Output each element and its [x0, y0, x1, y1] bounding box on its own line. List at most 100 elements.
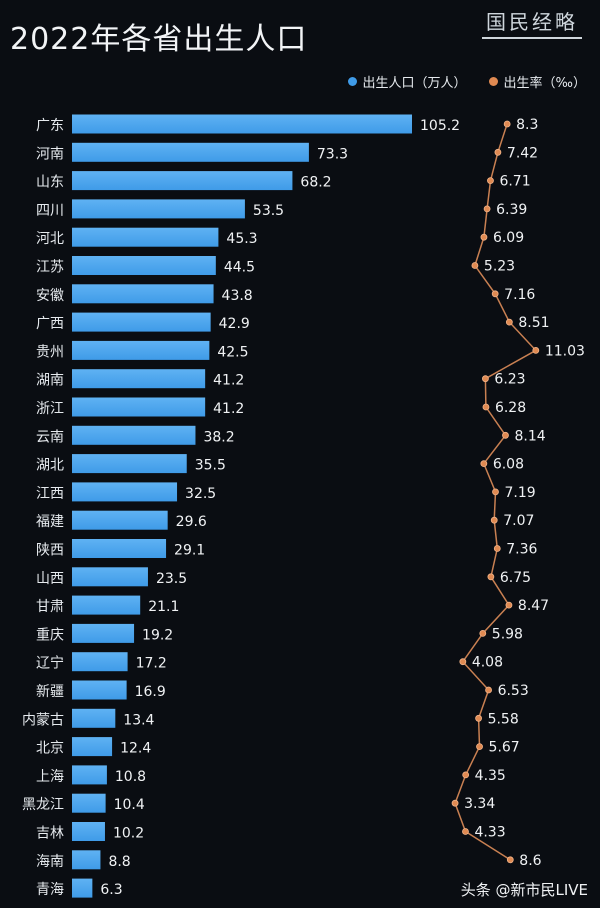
rate-value-label: 7.19	[504, 485, 535, 501]
rate-value-label: 6.71	[499, 174, 530, 190]
rate-value-label: 4.08	[472, 655, 503, 671]
rate-value-label: 8.47	[518, 598, 549, 614]
rate-value-label: 7.07	[503, 513, 534, 529]
bar	[72, 397, 206, 417]
bar	[72, 256, 216, 275]
bar	[72, 680, 127, 700]
rate-value-label: 7.42	[507, 145, 538, 161]
bar	[72, 708, 116, 728]
rate-point	[482, 375, 489, 383]
category-label: 海南	[36, 854, 64, 870]
category-label: 河北	[36, 231, 64, 247]
rate-point	[462, 771, 470, 779]
category-label: 重庆	[36, 627, 64, 643]
bar	[72, 482, 178, 502]
rate-point	[471, 262, 479, 269]
rate-point	[475, 714, 482, 722]
rate-point	[505, 601, 513, 609]
bar-value-label: 19.2	[142, 627, 173, 643]
bar	[72, 539, 167, 558]
bar	[72, 227, 219, 247]
rate-value-label: 8.3	[516, 117, 538, 133]
category-label: 吉林	[36, 826, 64, 842]
rate-point	[476, 743, 483, 750]
bar	[72, 850, 101, 870]
rate-value-label: 6.28	[495, 400, 526, 416]
bar-value-label: 38.2	[203, 429, 234, 445]
bar-value-label: 17.2	[136, 656, 167, 672]
rate-value-label: 4.35	[475, 768, 506, 784]
category-label: 江西	[36, 486, 64, 502]
bar-value-label: 10.4	[114, 797, 145, 813]
rate-value-label: 6.08	[493, 457, 524, 473]
legend-dot-births	[347, 77, 357, 86]
category-label: 广西	[36, 316, 64, 332]
rate-value-label: 6.53	[498, 683, 529, 699]
category-label: 湖南	[36, 373, 64, 389]
rate-point	[494, 148, 502, 156]
category-label: 河南	[36, 146, 64, 162]
watermark-main: 头条 @新市民LIVE	[460, 881, 588, 899]
bar	[72, 793, 106, 813]
bar-value-label: 29.6	[176, 514, 207, 530]
category-label: 安徽	[36, 288, 64, 304]
rate-value-label: 8.51	[518, 315, 549, 331]
bar-value-label: 35.5	[195, 458, 226, 474]
bar	[72, 114, 412, 134]
rate-value-label: 6.75	[500, 570, 531, 586]
rate-point	[483, 205, 491, 213]
category-label: 北京	[36, 741, 64, 757]
category-label: 内蒙古	[22, 712, 64, 728]
legend-label-births: 出生人口（万人）	[362, 76, 467, 91]
rate-value-label: 4.33	[474, 825, 505, 841]
category-label: 新疆	[36, 684, 64, 700]
bar	[72, 623, 135, 643]
rate-point	[459, 658, 467, 666]
category-label: 江苏	[36, 260, 64, 276]
bar-value-label: 29.1	[174, 543, 205, 559]
category-label: 黑龙江	[22, 797, 64, 813]
bar-value-label: 23.5	[156, 571, 187, 587]
bar	[72, 312, 211, 332]
bar	[72, 369, 206, 389]
bar-value-label: 105.2	[420, 118, 460, 134]
bar	[72, 340, 210, 360]
bar	[72, 171, 293, 191]
category-label: 湖北	[36, 458, 64, 474]
rate-point	[505, 318, 513, 326]
category-label: 上海	[36, 769, 64, 785]
bar	[72, 199, 245, 219]
rate-value-label: 5.98	[492, 626, 523, 642]
rate-point	[485, 686, 492, 694]
rate-point	[492, 488, 499, 496]
bar-value-label: 12.4	[120, 741, 151, 757]
rate-point	[502, 431, 509, 439]
rate-point	[487, 177, 494, 185]
bar	[72, 454, 187, 474]
bar	[72, 425, 196, 445]
rate-point	[487, 573, 495, 581]
rate-value-label: 5.67	[489, 740, 520, 756]
category-label: 贵州	[36, 344, 64, 360]
bar-value-label: 10.2	[113, 826, 144, 842]
rate-point	[462, 828, 469, 835]
rate-value-label: 6.23	[494, 372, 525, 388]
rate-value-label: 5.23	[484, 259, 515, 275]
rate-value-label: 8.6	[519, 853, 541, 869]
rate-point	[493, 545, 501, 552]
legend-item-rate: 出生率（‰）	[488, 72, 586, 91]
rate-value-label: 5.58	[488, 711, 519, 727]
legend-dot-rate	[488, 77, 498, 86]
rate-value-label: 8.14	[514, 428, 545, 444]
category-label: 四川	[36, 203, 64, 219]
rate-point	[480, 460, 488, 468]
category-label: 云南	[36, 429, 64, 445]
watermark: 头条 @新市民LIVE	[461, 879, 588, 900]
brand-logo: 国民经略	[482, 4, 582, 39]
bar	[72, 737, 113, 757]
bar-value-label: 10.8	[115, 769, 146, 785]
bar	[72, 142, 309, 162]
bar	[72, 284, 214, 304]
chart-title: 2022年各省出生人口	[10, 22, 308, 57]
